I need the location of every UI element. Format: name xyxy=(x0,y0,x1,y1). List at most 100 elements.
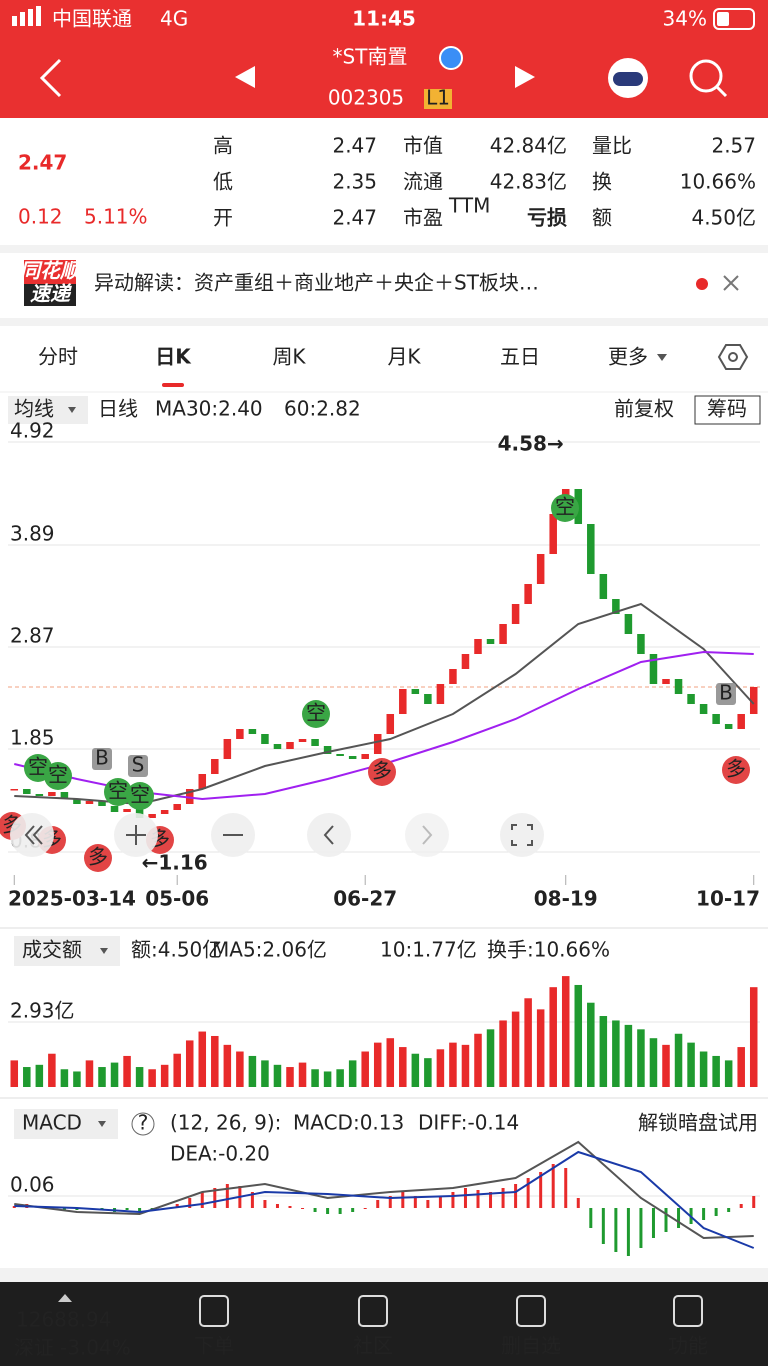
macd-bar xyxy=(301,1208,305,1209)
back-button[interactable] xyxy=(39,58,62,98)
nav-icon[interactable] xyxy=(199,1295,229,1327)
field-value: 亏损 xyxy=(527,206,567,230)
ma-menu-box[interactable] xyxy=(8,396,88,424)
signal-label: 空 xyxy=(555,495,575,519)
icon xyxy=(24,825,43,845)
volume-bar xyxy=(348,1060,357,1087)
divider xyxy=(0,245,768,253)
volume-bar xyxy=(486,1029,495,1087)
candle xyxy=(298,739,307,742)
candle xyxy=(261,734,269,744)
candle xyxy=(587,524,595,574)
volume-bar xyxy=(73,1071,81,1087)
macd-bar xyxy=(514,1184,518,1208)
signal-marker xyxy=(368,758,396,786)
help-icon[interactable] xyxy=(131,1112,155,1136)
tab[interactable]: 日K xyxy=(155,345,192,369)
signal-label: 多 xyxy=(372,759,392,783)
candle xyxy=(85,801,94,804)
index-change: -3.04% xyxy=(60,1336,131,1360)
nav-label[interactable]: 下单 xyxy=(194,1334,234,1358)
candle xyxy=(662,679,670,684)
trade-label: B xyxy=(95,746,109,770)
candle xyxy=(160,810,169,814)
next-stock[interactable] xyxy=(515,66,535,88)
macd-bar xyxy=(614,1208,618,1252)
nav-label[interactable]: 删自选 xyxy=(501,1334,561,1358)
volume-bar xyxy=(749,987,758,1087)
time: 11:45 xyxy=(352,7,416,31)
carrier: 中国联通 xyxy=(52,7,132,31)
tab[interactable]: 分时 xyxy=(38,345,78,369)
candle xyxy=(599,574,608,599)
index-value: 12688.94 xyxy=(16,1308,111,1332)
nav-icon[interactable] xyxy=(358,1295,388,1327)
macd-bar xyxy=(188,1198,192,1208)
macd-bar xyxy=(213,1188,217,1208)
unlock-link[interactable]: 解锁暗盘试用 xyxy=(638,1111,758,1135)
nav-label[interactable]: 社区 xyxy=(353,1334,393,1358)
zoom-out-all[interactable] xyxy=(10,813,54,857)
macd-bar xyxy=(451,1192,455,1208)
adjust[interactable]: 前复权 xyxy=(614,397,674,421)
candle xyxy=(98,801,106,806)
tab[interactable]: 周K xyxy=(272,345,306,369)
candle xyxy=(361,754,369,759)
y-tick-label: 3.89 xyxy=(10,522,55,546)
nav-icon[interactable] xyxy=(516,1295,546,1327)
chip-box[interactable] xyxy=(694,395,761,425)
tab[interactable]: 月K xyxy=(387,345,421,369)
nav-label[interactable]: 功能 xyxy=(668,1334,708,1358)
candle xyxy=(424,694,432,704)
macd-bar xyxy=(413,1196,417,1208)
volume-bar xyxy=(361,1051,369,1087)
volume-bar xyxy=(687,1042,695,1087)
candle xyxy=(524,584,532,604)
signal-label: 空 xyxy=(48,763,68,787)
search-icon[interactable] xyxy=(689,59,723,93)
news-badge-top xyxy=(24,260,76,284)
change-pct: 5.11% xyxy=(84,205,148,229)
signal-label: 空 xyxy=(130,783,150,807)
tab[interactable]: 五日 xyxy=(500,345,540,369)
fullscreen[interactable] xyxy=(500,813,544,857)
verified-icon xyxy=(439,46,463,70)
scroll-left[interactable] xyxy=(307,813,351,857)
scroll-right[interactable] xyxy=(405,813,449,857)
tab[interactable]: 更多 xyxy=(608,345,648,369)
bottom-nav: 下单 社区 删自选 功能 xyxy=(194,1295,708,1358)
macd-bar xyxy=(438,1196,442,1208)
tab-underline xyxy=(162,383,184,387)
macd-bar xyxy=(664,1208,668,1232)
volume-bar xyxy=(298,1062,307,1087)
macd-bar xyxy=(626,1208,630,1256)
nav-icon[interactable] xyxy=(673,1295,703,1327)
prev-stock[interactable] xyxy=(235,66,255,88)
candle xyxy=(323,746,332,754)
candle xyxy=(211,759,219,774)
field-value: 2.47 xyxy=(332,134,377,158)
candle xyxy=(223,739,232,759)
settings-icon[interactable] xyxy=(717,344,749,370)
close-news[interactable] xyxy=(723,275,739,291)
signal-marker xyxy=(302,700,330,728)
candle xyxy=(674,679,683,694)
volume-bar xyxy=(248,1055,257,1087)
news-text[interactable]: 异动解读：资产重组＋商业地产＋央企＋ST板块… xyxy=(94,271,539,295)
expand-arrow[interactable] xyxy=(58,1294,72,1302)
signal-label: 多 xyxy=(88,845,108,869)
stock-name: *ST南置 xyxy=(333,45,408,69)
candle xyxy=(486,639,495,644)
volume-bar xyxy=(662,1044,670,1087)
signal xyxy=(12,16,17,26)
field-value: 2.35 xyxy=(332,170,377,194)
assistant-face xyxy=(613,72,643,86)
candle xyxy=(749,687,758,714)
settings-dot xyxy=(728,352,738,362)
volume-bar xyxy=(323,1071,332,1087)
dropdown-arrow xyxy=(68,407,76,413)
change: 0.12 xyxy=(18,205,63,229)
macd-bar xyxy=(326,1208,330,1214)
candle xyxy=(123,809,131,812)
